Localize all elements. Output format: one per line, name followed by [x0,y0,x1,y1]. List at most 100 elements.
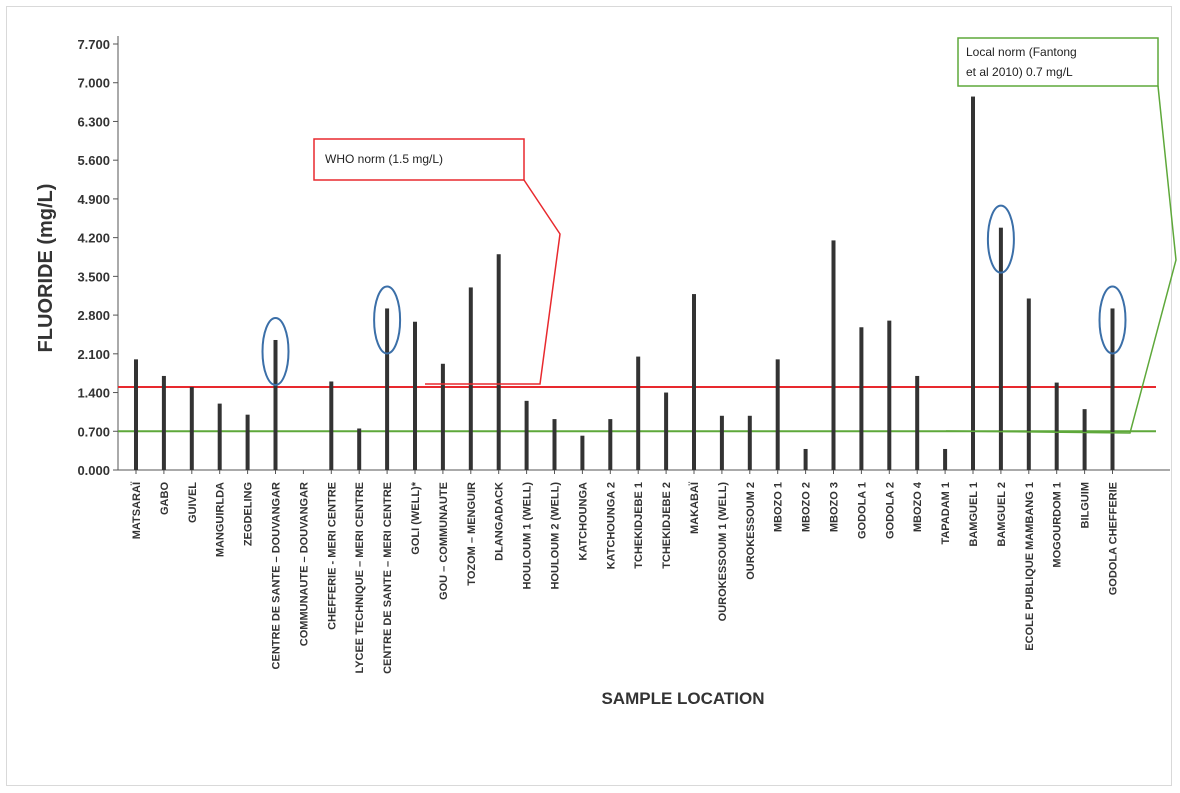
highlight-ellipse [261,316,290,386]
local-norm-callout-box [957,37,1159,87]
bar [189,387,194,470]
y-tick-label: 3.500 [77,269,110,284]
x-tick-label: OUROKESSOUM 2 [745,482,757,580]
x-tick-label: TOZOM – MENGUIR [466,482,478,586]
x-tick-label: CENTRE DE SANTE – MERI CENTRE [382,482,394,674]
x-tick-label: COMMUNAUTE – DOUVANGAR [298,482,310,646]
x-tick-label: CENTRE DE SANTE – DOUVANGAR [271,482,283,669]
y-tick-label: 5.600 [77,153,110,168]
y-tick-label: 2.100 [77,347,110,362]
bar [134,359,138,470]
bar [803,448,808,470]
x-tick-label: BILGUIM [1080,482,1092,528]
bars [134,96,1115,470]
bar [524,400,529,470]
x-tick-label: GODOLA CHEFFERIE [1108,482,1120,595]
annotations: WHO norm (1.5 mg/L) Local norm (Fantong et… [261,37,1177,434]
x-tick-label: MBOZO 2 [801,482,813,532]
bar [747,415,752,470]
bar [719,415,724,470]
bar [775,359,780,470]
x-tick-label: ECOLE PUBLIQUE MAMBANG 1 [1024,482,1036,651]
x-tick-label: KATCHOUNGA [577,482,589,561]
x-tick-labels: MATSARAÏ GABO GUIVEL MANGUIRLDA ZEGDELING CEN… [130,470,1120,674]
bar [552,419,557,470]
x-tick-label: CHEFFERIE - MERI CENTRE [326,482,338,630]
bar [413,321,417,470]
bar [1082,409,1087,470]
y-tick-label: 1.400 [77,386,110,401]
highlight-ellipse [373,285,402,355]
bar [692,294,696,470]
bar [831,240,836,470]
x-tick-label: MBOZO 4 [912,481,924,532]
x-axis-title: SAMPLE LOCATION [601,689,764,708]
bar [971,96,975,470]
y-tick-label: 0.700 [77,424,110,439]
bar [859,327,864,470]
who-norm-callout-text: WHO norm (1.5 mg/L) [325,152,443,166]
bar [664,392,669,470]
x-tick-label: LYCEE TECHNIQUE – MERI CENTRE [354,482,366,674]
y-axis-title: FLUORIDE (mg/L) [35,184,57,353]
bar [998,227,1003,470]
x-tick-label: BAMGUEL 1 [968,482,980,547]
x-tick-label: KATCHOUNGA 2 [605,482,617,569]
bar [273,339,278,470]
highlight-ellipse [1098,285,1127,355]
x-tick-label: GOU – COMMUNAUTE [438,482,450,600]
x-tick-label: ZEGDELING [243,482,255,546]
bar [161,375,166,470]
who-norm-callout-box [313,138,525,181]
y-tick-label: 4.900 [77,192,110,207]
who-norm-pointer [425,179,561,385]
bar [943,448,948,470]
x-tick-label: MAKABAÏ [688,481,701,534]
x-tick-label: GODOLA 1 [856,482,868,539]
x-tick-label: BAMGUEL 2 [996,482,1008,547]
bar [608,419,613,470]
bar [496,254,501,470]
local-norm-callout-text: Local norm (Fantong et al 2010) 0.7 mg/L [966,45,1077,79]
x-tick-label: GABO [159,482,171,515]
x-tick-label: HOULOUM 2 (WELL) [550,482,562,590]
bar [329,381,334,470]
bar [887,320,892,470]
y-tick-label: 6.300 [77,114,110,129]
bar [217,403,222,470]
y-tick-label: 7.000 [77,76,110,91]
x-tick-label: MBOZO 3 [829,482,841,532]
x-tick-label: GUIVEL [187,482,199,523]
x-tick-label: OUROKESSOUM 1 (WELL) [717,482,729,622]
bar [468,287,473,470]
x-tick-label: TCHEKIDJEBE 2 [661,482,673,569]
y-tick-label: 2.800 [77,308,110,323]
bar [245,414,250,470]
bar [1110,308,1115,470]
x-tick-label: DLANGADACK [494,482,506,561]
x-tick-label: MANGUIRLDA [215,482,227,557]
y-tick-label: 7.700 [77,37,110,52]
x-tick-label: MOGOURDOM 1 [1052,482,1064,568]
bar [915,375,920,470]
y-tick-label: 4.200 [77,231,110,246]
x-tick-label: MBOZO 1 [773,482,785,532]
bar [636,356,641,470]
y-axis-layer: 0.000 0.700 1.400 2.100 2.800 3.500 4.200 4.900… [77,36,1170,478]
bar [1026,298,1031,470]
x-tick-label: GODOLA 2 [884,482,896,539]
x-tick-label: MATSARAÏ [130,481,143,539]
bar [357,428,362,470]
y-tick-label: 0.000 [77,463,110,478]
highlight-ellipse [986,204,1015,274]
x-tick-label: TCHEKIDJEBE 1 [633,482,645,569]
x-tick-label: GOLI (WELL)* [410,481,422,554]
bar [1054,382,1059,470]
bar [385,308,390,470]
x-tick-label: HOULOUM 1 (WELL) [522,482,534,590]
local-norm-pointer [945,85,1177,434]
bar [580,435,585,470]
x-tick-label: TAPADAM 1 [940,482,952,545]
chart-frame [6,6,1172,786]
